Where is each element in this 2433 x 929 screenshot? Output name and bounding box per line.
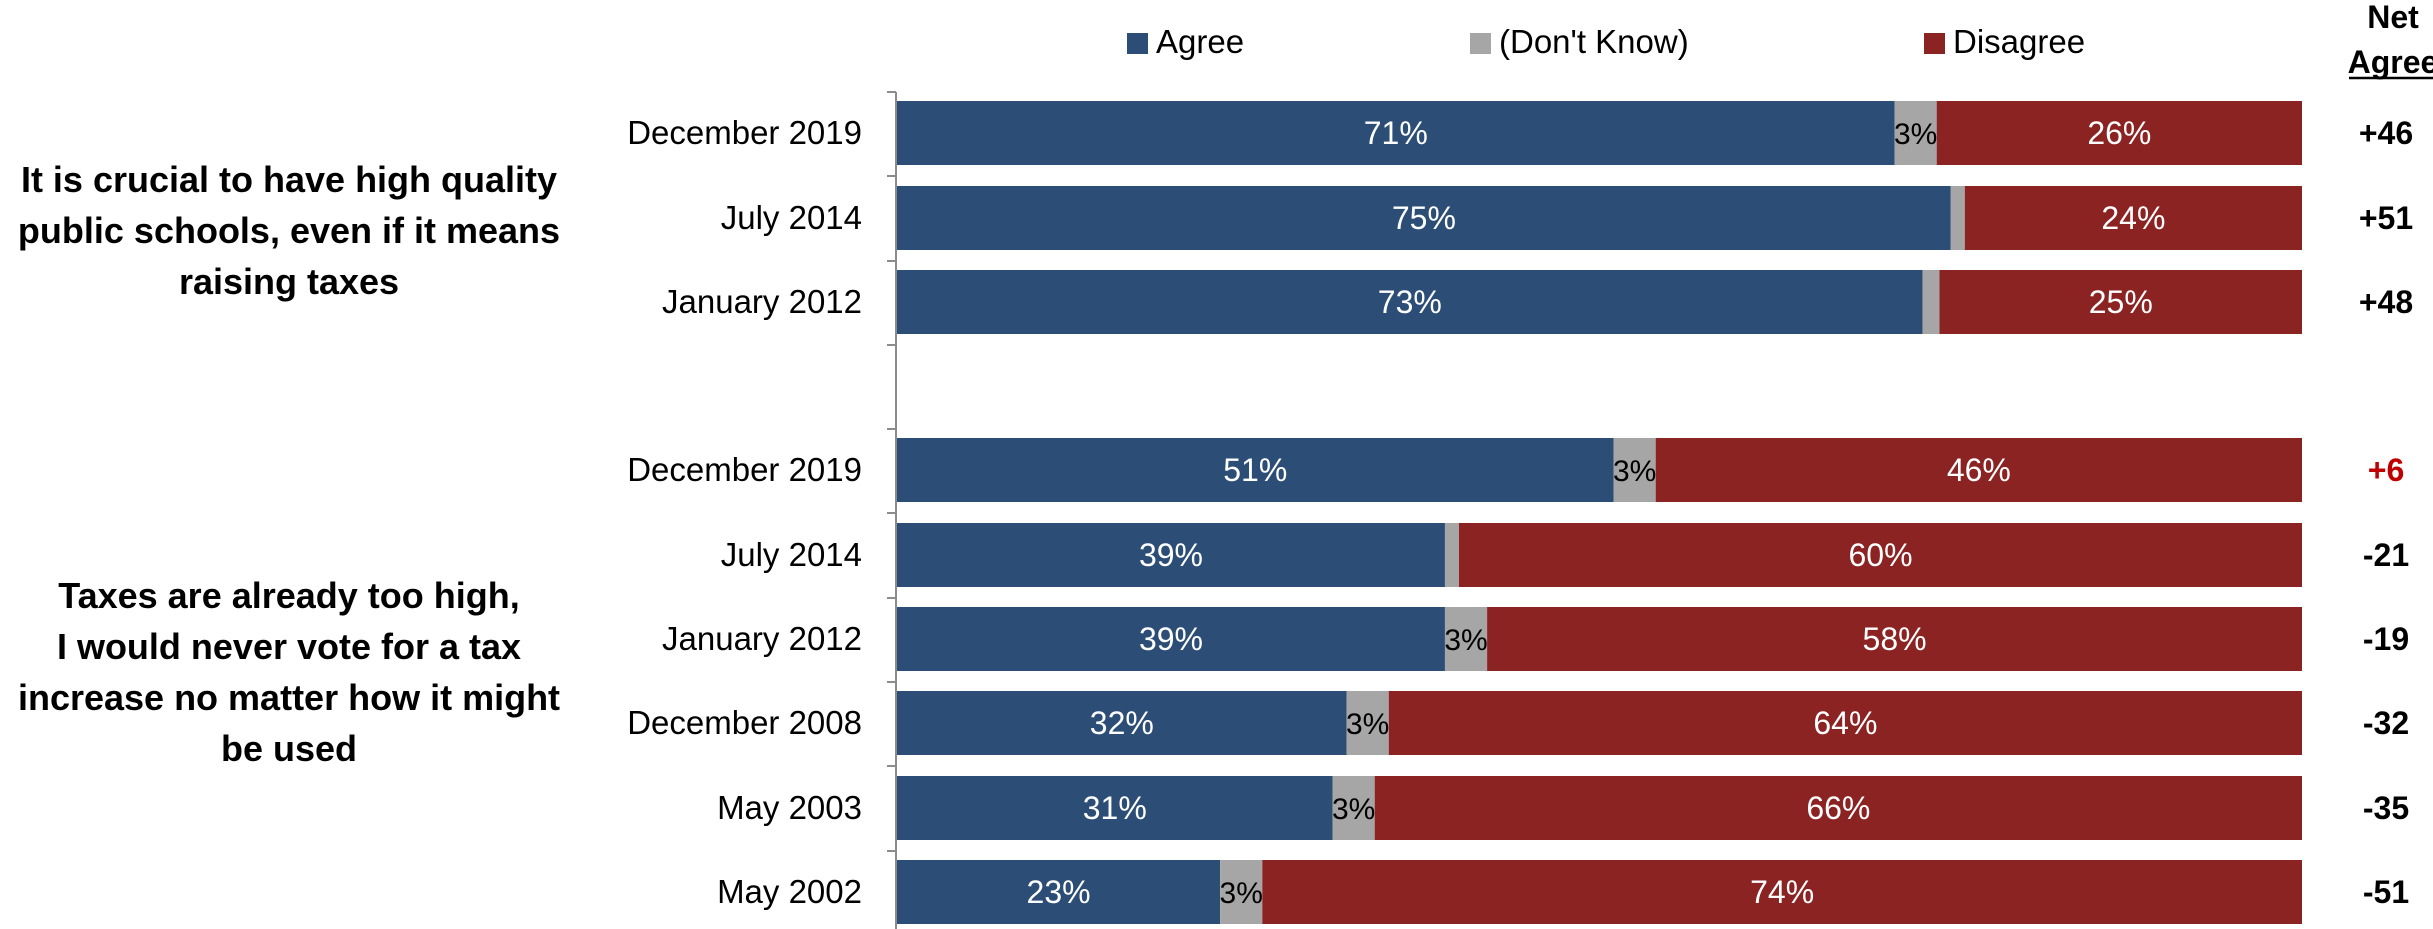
bar-agree-g1-r2: [897, 186, 1951, 250]
bar-agree-g1-r3: [897, 270, 1923, 334]
net-value-g2-r6: -51: [2363, 874, 2409, 910]
category-label-g2-r4: December 2008: [627, 704, 862, 741]
bar-dont-know-g1-r2: [1950, 186, 1965, 250]
question-label-2: Taxes are already too high, I would neve…: [0, 570, 579, 774]
bar-disagree-g2-r4: [1388, 691, 2302, 755]
question-2-line-2: I would never vote for a tax: [56, 626, 522, 667]
legend-swatch-3: [1924, 33, 1945, 54]
data-label-agree-g1-r3: 73%: [1378, 284, 1442, 320]
question-label-1: It is crucial to have high quality publi…: [0, 154, 579, 307]
data-label-disagree-g2-r6: 74%: [1750, 874, 1814, 910]
data-label-agree-g2-r4: 32%: [1090, 705, 1154, 741]
data-label-agree-g2-r5: 31%: [1083, 790, 1147, 826]
bar-disagree-g1-r2: [1964, 186, 2302, 250]
data-label-dont-know-g2-r6: 3%: [1220, 877, 1263, 910]
net-value-g2-r4: -32: [2363, 705, 2409, 741]
net-value-g2-r2: -21: [2363, 537, 2409, 573]
bar-agree-g1-r1: [897, 101, 1895, 165]
category-label-g2-r1: December 2019: [627, 451, 862, 488]
bar-dont-know-g1-r3: [1922, 270, 1940, 334]
question-2-line-1: Taxes are already too high,: [58, 575, 520, 616]
net-value-g1-r2: +51: [2359, 200, 2413, 236]
bar-disagree-g2-r6: [1262, 860, 2302, 924]
data-label-disagree-g1-r1: 26%: [2087, 115, 2151, 151]
category-label-g1-r2: July 2014: [721, 199, 862, 236]
net-value-g2-r1: +6: [2368, 452, 2404, 488]
bar-agree-g2-r1: [897, 438, 1614, 502]
bar-dont-know-g2-r3: [1444, 607, 1488, 671]
legend-label-2: (Don't Know): [1499, 23, 1689, 60]
bar-disagree-g1-r3: [1939, 270, 2302, 334]
legend-label-1: Agree: [1156, 23, 1244, 60]
category-label-g1-r3: January 2012: [662, 283, 862, 320]
data-label-dont-know-g2-r1: 3%: [1613, 455, 1656, 488]
category-label-g2-r5: May 2003: [717, 789, 862, 826]
data-label-dont-know-g2-r4: 3%: [1346, 708, 1389, 741]
question-2-line-3: increase no matter how it might: [17, 677, 561, 718]
data-label-disagree-g2-r3: 58%: [1863, 621, 1927, 657]
data-label-agree-g1-r1: 71%: [1364, 115, 1428, 151]
category-label-g1-r1: December 2019: [627, 114, 862, 151]
data-label-dont-know-g2-r3: 3%: [1444, 624, 1487, 657]
bar-dont-know-g2-r5: [1332, 776, 1375, 840]
net-value-g2-r3: -19: [2363, 621, 2409, 657]
net-value-g1-r3: +48: [2359, 284, 2413, 320]
bar-agree-g2-r6: [897, 860, 1221, 924]
category-label-g2-r6: May 2002: [717, 873, 862, 910]
bar-agree-g2-r4: [897, 691, 1347, 755]
data-label-agree-g2-r1: 51%: [1223, 452, 1287, 488]
net-header-line-1: Net: [2367, 0, 2419, 35]
bar-agree-g2-r2: [897, 523, 1445, 587]
legend-swatch-1: [1127, 33, 1148, 54]
question-2-line-4: be used: [220, 728, 358, 769]
data-label-agree-g2-r2: 39%: [1139, 537, 1203, 573]
data-label-disagree-g2-r5: 66%: [1806, 790, 1870, 826]
category-label-g2-r2: July 2014: [721, 536, 862, 573]
data-label-agree-g1-r2: 75%: [1392, 200, 1456, 236]
bar-agree-g2-r3: [897, 607, 1445, 671]
bar-disagree-g2-r5: [1374, 776, 2302, 840]
question-1-line-2: public schools, even if it means: [17, 210, 561, 251]
bar-disagree-g2-r1: [1655, 438, 2302, 502]
data-label-disagree-g2-r1: 46%: [1947, 452, 2011, 488]
bar-disagree-g1-r1: [1936, 101, 2302, 165]
data-label-dont-know-g1-r1: 3%: [1894, 118, 1937, 151]
data-label-agree-g2-r6: 23%: [1027, 874, 1091, 910]
question-1-line-1: It is crucial to have high quality: [20, 159, 558, 200]
data-label-dont-know-g2-r5: 3%: [1332, 793, 1375, 826]
bar-dont-know-g2-r6: [1220, 860, 1263, 924]
net-value-g1-r1: +46: [2359, 115, 2413, 151]
bar-agree-g2-r5: [897, 776, 1333, 840]
question-1-line-3: raising taxes: [178, 261, 400, 302]
legend-label-3: Disagree: [1953, 23, 2085, 60]
legend-swatch-2: [1470, 33, 1491, 54]
data-label-agree-g2-r3: 39%: [1139, 621, 1203, 657]
bar-dont-know-g2-r4: [1346, 691, 1389, 755]
net-header-line-2: Agree: [2348, 44, 2433, 80]
category-label-g2-r3: January 2012: [662, 620, 862, 657]
net-value-g2-r5: -35: [2363, 790, 2409, 826]
bar-dont-know-g1-r1: [1894, 101, 1937, 165]
data-label-disagree-g2-r2: 60%: [1848, 537, 1912, 573]
bar-disagree-g2-r2: [1459, 523, 2302, 587]
data-label-disagree-g2-r4: 64%: [1813, 705, 1877, 741]
data-label-disagree-g1-r2: 24%: [2101, 200, 2165, 236]
bar-dont-know-g2-r2: [1444, 523, 1459, 587]
bar-dont-know-g2-r1: [1613, 438, 1656, 502]
bar-disagree-g2-r3: [1487, 607, 2302, 671]
data-label-disagree-g1-r3: 25%: [2089, 284, 2153, 320]
